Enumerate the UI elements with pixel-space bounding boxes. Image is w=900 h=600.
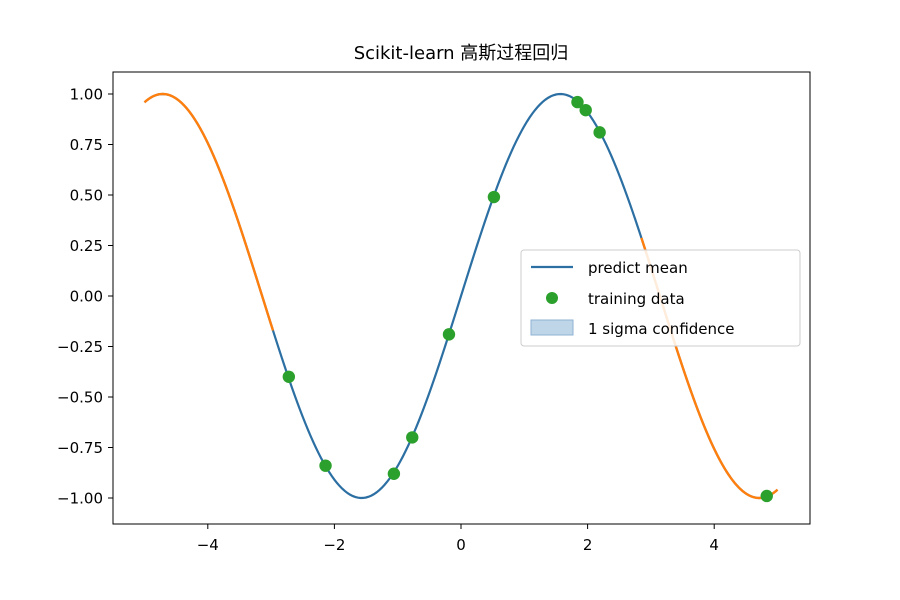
- legend-label-training-data: training data: [588, 290, 685, 308]
- legend-marker-swatch: [546, 292, 558, 304]
- y-tick-label-3: 0.25: [70, 237, 103, 255]
- y-tick-label-0: 1.00: [70, 86, 103, 104]
- training-data-point-4: [442, 328, 456, 341]
- training-data-point-3: [406, 431, 419, 444]
- legend-box: [520, 249, 801, 347]
- training-data-point-0: [282, 370, 296, 383]
- training-data-point-6: [571, 95, 584, 109]
- y-tick-label-6: −0.50: [57, 389, 103, 407]
- training-data-point-2: [387, 467, 401, 480]
- x-tick-label-2: 0: [456, 536, 466, 554]
- confidence-band-segment-0: [143, 92, 275, 331]
- y-tick-label-8: −1.00: [57, 490, 103, 508]
- x-tick-label-3: 2: [583, 536, 593, 554]
- x-tick-label-1: −2: [323, 536, 345, 554]
- y-tick-label-4: 0.00: [70, 288, 103, 306]
- y-tick-label-7: −0.75: [57, 439, 103, 457]
- legend-band-swatch: [530, 319, 574, 336]
- training-data-point-9: [760, 489, 773, 503]
- chart-title: Scikit-learn 高斯过程回归: [354, 43, 569, 64]
- x-tick-label-4: 4: [709, 536, 719, 554]
- y-tick-label-5: −0.25: [57, 338, 103, 356]
- legend: predict mean training data 1 sigma confi…: [520, 249, 801, 347]
- legend-label-1-sigma-confidence: 1 sigma confidence: [588, 320, 735, 338]
- y-tick-label-2: 0.50: [70, 187, 103, 205]
- x-tick-label-0: −4: [197, 536, 219, 554]
- training-data-point-5: [487, 190, 501, 204]
- legend-label-predict-mean: predict mean: [588, 259, 688, 277]
- training-data-point-7: [579, 103, 592, 117]
- training-data-point-1: [319, 459, 332, 472]
- training-data-point-8: [593, 126, 606, 139]
- y-tick-label-1: 0.75: [70, 136, 103, 154]
